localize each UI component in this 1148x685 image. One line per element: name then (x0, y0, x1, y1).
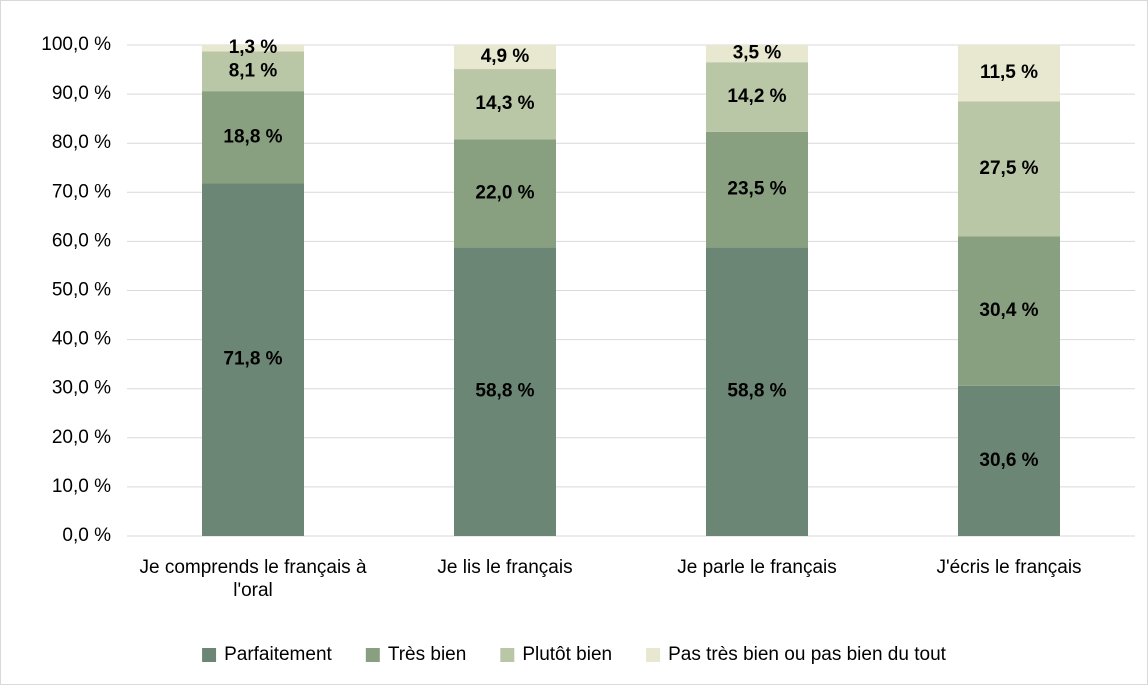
data-label: 30,6 % (979, 450, 1038, 471)
data-label: 18,8 % (223, 126, 282, 147)
bar-segment (454, 139, 556, 248)
bar-segment (706, 62, 808, 132)
legend-swatch (202, 648, 217, 662)
x-tick-label: Je lis le français (437, 557, 573, 578)
data-label: 58,8 % (727, 381, 786, 402)
y-tick-label: 10,0 % (52, 476, 111, 497)
bar-segment (202, 51, 304, 92)
y-tick-label: 90,0 % (52, 83, 111, 104)
y-tick-label: 40,0 % (52, 329, 111, 350)
y-tick-label: 30,0 % (52, 378, 111, 399)
y-tick-label: 100,0 % (41, 34, 111, 55)
bar-segment (706, 247, 808, 537)
bar-segment (202, 91, 304, 184)
x-tick-label: Je comprends le français à l'oral (139, 557, 367, 601)
data-label: 23,5 % (727, 179, 786, 200)
y-tick-label: 60,0 % (52, 230, 111, 251)
bar-segment (454, 45, 556, 70)
data-label: 8,1 % (229, 60, 278, 81)
bar-segment (202, 183, 304, 536)
y-tick-label: 70,0 % (52, 181, 111, 202)
data-label: 30,4 % (979, 300, 1038, 321)
legend-swatch (365, 648, 380, 662)
bar-segment (454, 69, 556, 140)
data-label: 71,8 % (223, 349, 282, 370)
bar-segment (958, 101, 1060, 237)
data-label: 22,0 % (475, 182, 534, 203)
bar-segment (706, 131, 808, 248)
legend-swatch (500, 648, 515, 662)
y-tick-label: 0,0 % (62, 525, 111, 546)
legend-swatch (646, 648, 661, 662)
y-tick-label: 50,0 % (52, 280, 111, 301)
data-label: 58,8 % (475, 381, 534, 402)
data-label: 27,5 % (979, 158, 1038, 179)
legend-label: Très bien (388, 644, 467, 665)
data-label: 4,9 % (481, 46, 530, 67)
bar-segment (958, 385, 1060, 536)
bar-segment (958, 236, 1060, 386)
legend-label: Plutôt bien (522, 644, 612, 665)
bar-segment (958, 45, 1060, 102)
data-label: 11,5 % (980, 62, 1038, 83)
legend-label: Pas très bien ou pas bien du tout (668, 644, 947, 665)
data-label: 3,5 % (733, 43, 782, 64)
bar-segment (706, 45, 808, 63)
data-label: 14,3 % (475, 93, 534, 114)
legend-label: Parfaitement (224, 644, 332, 665)
data-label: 14,2 % (727, 86, 786, 107)
y-tick-label: 20,0 % (52, 427, 111, 448)
bar-segment (202, 45, 304, 52)
data-label: 1,3 % (229, 37, 278, 58)
x-tick-label: J'écris le français (936, 557, 1082, 578)
x-tick-label: Je parle le français (677, 557, 837, 578)
y-tick-label: 80,0 % (52, 132, 111, 153)
bar-segment (454, 247, 556, 537)
